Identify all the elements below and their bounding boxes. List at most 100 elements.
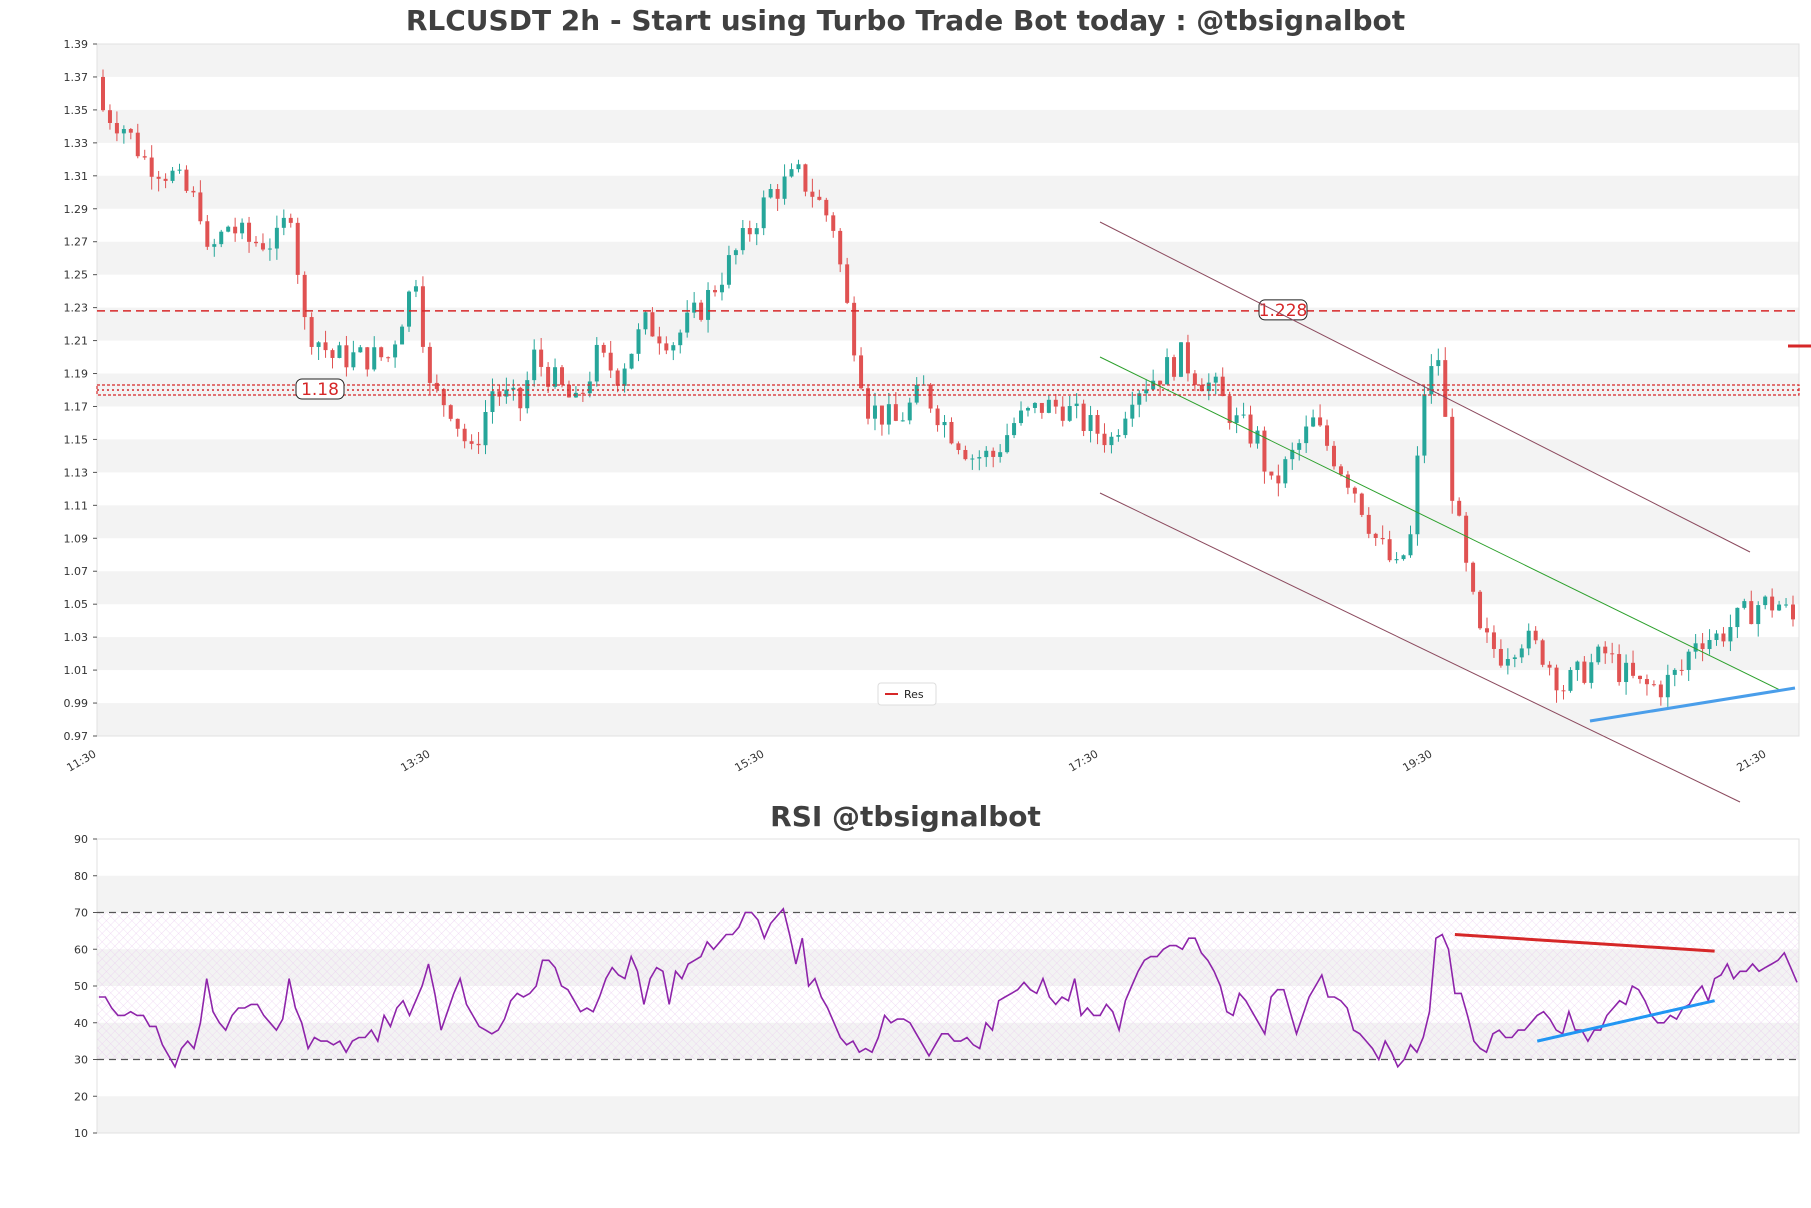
candle-body [135, 132, 140, 157]
candle-body [1276, 475, 1281, 484]
candle-body [977, 457, 982, 459]
candle-body [754, 228, 759, 235]
legend-box [877, 682, 937, 706]
candle-body [351, 352, 356, 368]
candle-body [1568, 669, 1573, 691]
candle-body [713, 289, 718, 293]
candle-body [511, 387, 516, 390]
candle-body [1290, 449, 1295, 460]
candle-body [1728, 627, 1733, 642]
candle-body [1025, 407, 1030, 411]
candle-body [991, 450, 996, 457]
candle-body [1088, 415, 1093, 431]
candle-body [1144, 389, 1149, 394]
candle-body [622, 368, 627, 386]
candle-body [372, 347, 377, 370]
candle-body [650, 312, 655, 337]
y-tick-label: 1.21 [64, 335, 89, 348]
candle-body [685, 312, 690, 333]
candle-body [490, 391, 495, 413]
candle-body [900, 420, 905, 422]
rsi-panel: 10 20 30 40 50 60 70 80 90 [74, 833, 1800, 1140]
candle-body [1749, 601, 1754, 625]
candle-body [1464, 515, 1469, 563]
candle-body [733, 250, 738, 256]
candle-body [295, 222, 300, 275]
candle-body [1352, 487, 1357, 494]
candle-body [1415, 455, 1420, 535]
candle-body [121, 129, 126, 134]
y-tick-label: 1.11 [64, 499, 89, 512]
grid-band [97, 109, 1799, 143]
candle-body [1422, 394, 1427, 456]
candle-body [1679, 669, 1684, 671]
candle-body [337, 345, 342, 358]
candle-body [1436, 360, 1441, 367]
candle-body [316, 342, 321, 347]
candle-body [1067, 406, 1072, 421]
candle-body [1575, 661, 1580, 670]
y-tick-label: 1.05 [64, 598, 89, 611]
candle-body [1039, 402, 1044, 413]
candle-body [1770, 596, 1775, 611]
candle-body [831, 215, 836, 231]
candle-body [434, 382, 439, 390]
candle-body [1269, 471, 1274, 476]
candle-body [984, 450, 989, 458]
candle-body [1053, 399, 1058, 407]
y-tick-label: 1.33 [64, 137, 89, 150]
candle-body [1227, 396, 1232, 423]
candle-body [1311, 417, 1316, 427]
grid-band [97, 44, 1799, 77]
candle-body [1331, 445, 1336, 467]
y-tick-label: 1.03 [64, 631, 89, 644]
candle-body [1234, 415, 1239, 423]
candle-body [761, 197, 766, 229]
level-label-box [295, 378, 345, 400]
candle-body [386, 357, 391, 359]
candle-body [692, 302, 697, 313]
candle-body [914, 384, 919, 403]
candle-body [1596, 646, 1601, 663]
rsi-y-tick-label: 30 [74, 1054, 88, 1067]
candle-body [1610, 653, 1615, 655]
support-trend-line [1589, 686, 1796, 723]
y-tick-label: 0.99 [64, 697, 89, 710]
y-tick-label: 1.39 [64, 38, 89, 51]
candle-body [1443, 360, 1448, 417]
candle-body [956, 443, 961, 450]
y-tick-label: 1.13 [64, 466, 89, 479]
candle-body [344, 345, 349, 368]
candle-body [1366, 514, 1371, 534]
grid-band [97, 637, 1799, 671]
candle-body [1297, 443, 1302, 450]
candle-body [1019, 410, 1024, 424]
candle-body [170, 170, 175, 181]
y-tick-label: 1.01 [64, 664, 89, 677]
candle-body [1255, 430, 1260, 444]
candle-body [1005, 435, 1010, 453]
x-tick-label: 17:30 [1067, 747, 1101, 774]
candle-body [184, 169, 189, 191]
y-tick-label: 1.25 [64, 269, 89, 282]
candle-body [483, 412, 488, 446]
grid-band [97, 505, 1799, 539]
candle-body [1130, 404, 1135, 419]
grid-band [97, 175, 1799, 209]
candle-body [365, 347, 370, 370]
candle-body [928, 384, 933, 409]
candle-body [462, 428, 467, 442]
candle-body [747, 228, 752, 235]
level-label: 1.18 [301, 380, 339, 400]
candle-body [1325, 425, 1330, 446]
candle-body [1116, 435, 1121, 437]
candle-body [1304, 426, 1309, 444]
candle-body [101, 76, 105, 111]
y-tick-label: 1.07 [64, 565, 89, 578]
candle-body [427, 346, 432, 383]
grid-band [97, 571, 1799, 605]
rsi-chart-title: RSI @tbsignalbot [770, 800, 1041, 833]
candle-body [1123, 418, 1128, 436]
rsi-y-tick-label: 90 [74, 833, 88, 846]
